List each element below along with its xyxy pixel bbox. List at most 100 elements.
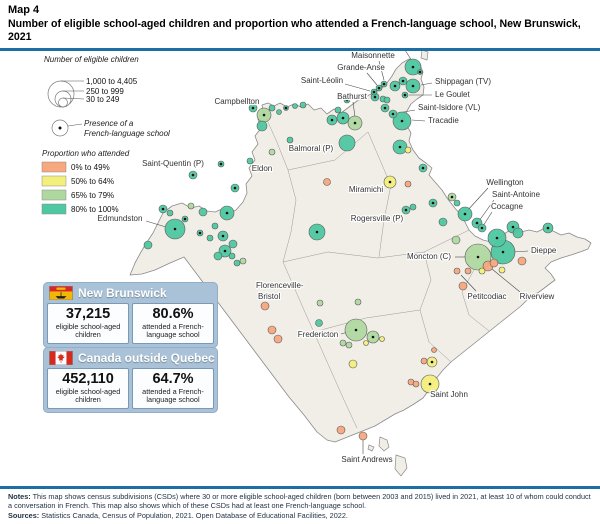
csd-circle: [268, 104, 276, 112]
csd-circle: [420, 357, 428, 365]
french-school-dot-icon: [183, 217, 187, 221]
map-place-label: Riverview: [520, 292, 555, 301]
french-school-dot-icon: [330, 118, 334, 122]
stat-value: 80.6%: [152, 306, 194, 322]
french-school-dot-icon: [354, 328, 358, 332]
csd-circle: [239, 257, 247, 265]
csd-circle: [453, 199, 461, 207]
map-legend: Number of eligible children 1,000 to 4,4…: [41, 55, 170, 215]
french-school-dot-icon: [403, 93, 407, 97]
new-brunswick-card-header: New Brunswick: [47, 285, 214, 303]
french-school-dot-icon: [373, 95, 377, 99]
map-place-label: Miramichi: [349, 185, 383, 194]
csd-circle: [256, 120, 268, 132]
csd-circle: [315, 319, 323, 327]
island-shape: [394, 454, 408, 477]
stat-value: 452,110: [62, 371, 114, 387]
stat-box: 452,110 eligible school-aged children: [47, 368, 129, 410]
map-place-label: Fredericton: [298, 330, 338, 339]
csd-circle: [339, 339, 347, 347]
csd-circle: [268, 148, 276, 156]
csd-circle: [334, 106, 342, 114]
stat-label: eligible school-aged children: [55, 386, 121, 405]
canada-flag-icon: [49, 351, 73, 365]
footer-rule: [0, 486, 600, 489]
legend-size-label-3: 30 to 249: [86, 95, 120, 104]
french-school-dot-icon: [383, 106, 387, 110]
french-school-dot-icon: [428, 382, 432, 386]
french-school-dot-icon: [421, 166, 425, 170]
label-leader-line: [466, 187, 489, 212]
french-school-dot-icon: [430, 360, 434, 364]
header-rule: [0, 47, 600, 51]
map-place-label: Saint John: [430, 390, 468, 399]
french-school-dot-icon: [262, 113, 266, 117]
label-leader-line: [478, 199, 495, 222]
csd-circle: [323, 178, 331, 186]
stat-box: 37,215 eligible school-aged children: [47, 303, 129, 345]
csd-circle: [453, 267, 461, 275]
csd-circle: [213, 251, 223, 261]
csd-circle: [187, 202, 195, 210]
label-leader-line: [352, 101, 356, 118]
county-boundary: [461, 265, 490, 332]
csd-circle: [206, 234, 214, 242]
county-boundary: [320, 309, 421, 331]
legend-size-label-1: 1,000 to 4,405: [86, 77, 138, 86]
map-place-label: Wellington: [486, 178, 523, 187]
map-place-label: Bristol: [258, 292, 280, 301]
csd-circle: [517, 256, 527, 266]
label-leader-line: [366, 72, 378, 86]
legend-swatch-0-49: [41, 161, 67, 173]
csd-circle: [412, 380, 420, 388]
csd-circle: [336, 425, 346, 435]
csd-circle: [451, 235, 461, 245]
map-place-label: Saint-Quentin (P): [142, 159, 204, 168]
sources-label: Sources:: [8, 511, 40, 521]
csd-circle: [267, 325, 277, 335]
csd-circle: [228, 252, 236, 260]
notes-text: This map shows census subdivisions (CSDs…: [8, 491, 591, 511]
french-school-dot-icon: [511, 225, 515, 229]
csd-circle: [338, 134, 356, 152]
map-place-label: Bathurst: [337, 92, 368, 101]
csd-circle: [354, 298, 362, 306]
map-place-label: Petitcodiac: [467, 292, 506, 301]
csd-circle: [345, 341, 353, 349]
csd-circle: [383, 96, 391, 104]
legend-school-dot-icon: [58, 126, 62, 130]
map-place-label: Eldon: [252, 164, 272, 173]
french-school-dot-icon: [251, 106, 255, 110]
legend-presence-line2: French-language school: [84, 129, 170, 138]
french-school-dot-icon: [400, 119, 404, 123]
french-school-dot-icon: [398, 145, 402, 149]
csd-circle: [198, 207, 208, 217]
csd-circle: [438, 217, 448, 227]
csd-circle: [348, 359, 358, 369]
legend-class-label-3: 65% to 79%: [71, 191, 114, 200]
csd-circle: [316, 299, 324, 307]
header: Map 4 Number of eligible school-aged chi…: [0, 0, 600, 51]
french-school-dot-icon: [495, 236, 499, 240]
csd-circle: [431, 347, 437, 353]
csd-circle: [228, 239, 238, 249]
label-leader-line: [411, 119, 426, 122]
csd-circle: [478, 267, 486, 275]
legend-class-label-1: 0% to 49%: [71, 163, 110, 172]
csd-circle: [498, 266, 506, 274]
map-place-label: Maisonnette: [351, 51, 395, 60]
map-place-label: Le Goulet: [435, 90, 470, 99]
french-school-dot-icon: [315, 230, 319, 234]
label-leader-line: [491, 268, 521, 293]
french-school-dot-icon: [475, 221, 479, 225]
legend-class-label-2: 50% to 64%: [71, 177, 114, 186]
island-shape: [367, 444, 375, 452]
csd-circle: [246, 157, 254, 165]
map-place-label: Dieppe: [531, 246, 557, 255]
french-school-dot-icon: [501, 250, 505, 254]
label-leader-line: [344, 83, 371, 92]
csd-circle: [292, 103, 298, 109]
csd-circle: [363, 340, 369, 346]
legend-swatch-50-64: [41, 175, 67, 187]
